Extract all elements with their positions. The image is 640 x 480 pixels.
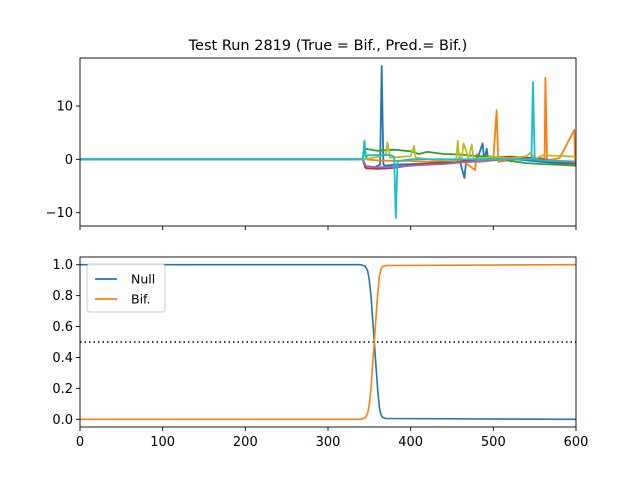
x-tick-label-0: 0 [76,435,84,450]
series-line-1-1 [80,263,576,421]
x-tick-label-6: 600 [564,435,589,450]
y-tick-label-1-5: 1.0 [52,258,73,273]
legend-box [86,263,166,313]
x-tick-label-1: 100 [150,435,175,450]
legend-label-bif: Bif. [131,292,151,307]
bottom-axes-frame [79,256,577,428]
y-tick-label-1-0: 0.0 [52,413,73,428]
top-axes-frame [79,57,577,227]
x-tick-label-2: 200 [233,435,258,450]
y-tick-label-1-1: 0.2 [52,382,73,397]
top-series-group [80,65,576,219]
legend: Null Bif. [86,263,166,313]
y-tick-label-0-1: 0 [65,153,73,168]
y-tick-label-1-4: 0.8 [52,289,73,304]
legend-label-null: Null [131,272,155,287]
y-tick-label-1-2: 0.4 [52,351,73,366]
series-line-0-2 [80,147,576,167]
y-tick-label-1-3: 0.6 [52,320,73,335]
y-tick-label-0-0: −10 [46,206,73,221]
bottom-series-group [80,263,576,421]
y-tick-label-0-2: 10 [56,100,73,115]
x-tick-label-4: 400 [398,435,423,450]
x-tick-label-5: 500 [481,435,506,450]
x-tick-label-3: 300 [316,435,341,450]
series-line-0-6 [80,81,576,219]
chart-title: Test Run 2819 (True = Bif., Pred.= Bif.) [188,38,468,54]
top-ticks: −10 0 10 [46,100,577,230]
bottom-ticks: 0 100 200 300 400 500 600 0.0 0.2 0.4 0.6 0.8 1.0 [52,258,588,450]
